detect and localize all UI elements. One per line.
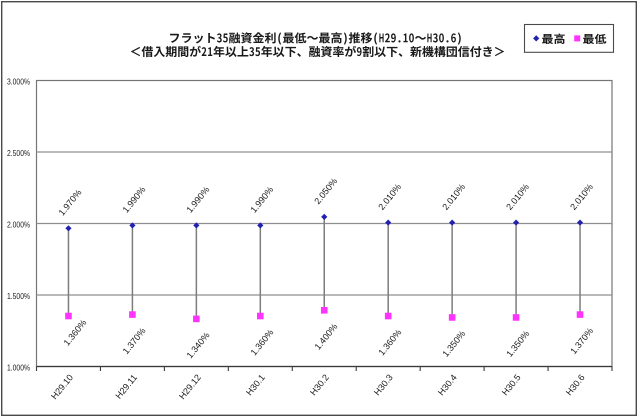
svg-text:2.000%: 2.000% xyxy=(7,220,30,230)
svg-text:1.500%: 1.500% xyxy=(7,291,30,301)
svg-text:3.000%: 3.000% xyxy=(7,77,30,87)
svg-text:2.500%: 2.500% xyxy=(7,148,30,158)
svg-text:1.000%: 1.000% xyxy=(7,363,30,373)
